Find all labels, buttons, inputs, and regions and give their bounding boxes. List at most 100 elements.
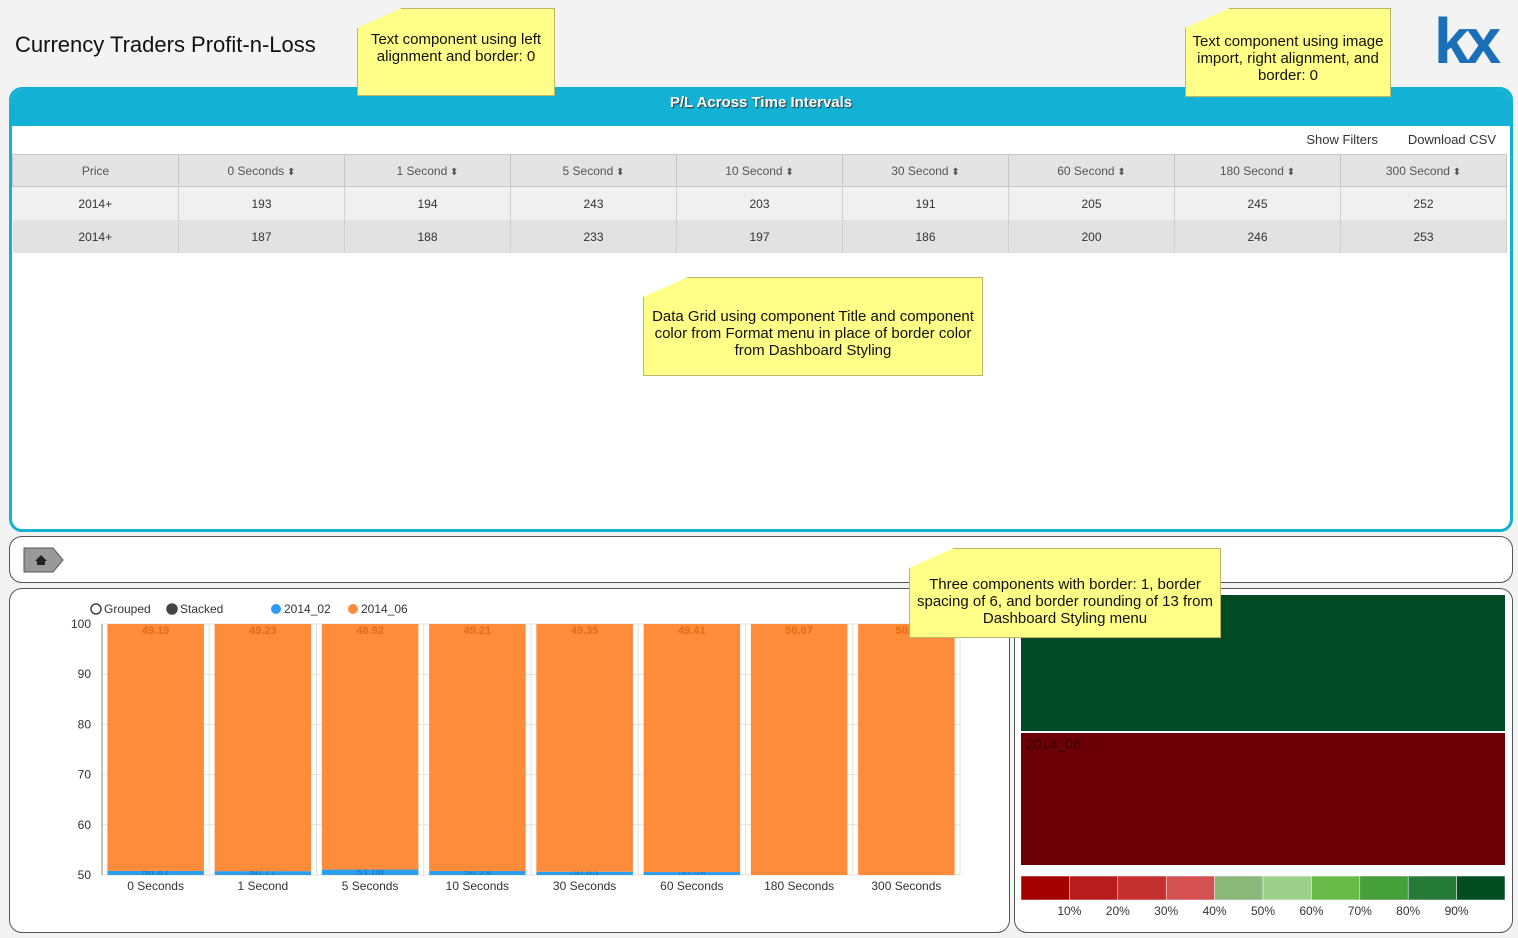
cell: 246 <box>1174 220 1341 253</box>
cell: 200 <box>1008 220 1175 253</box>
table-row: 2014+ 193 194 243 203 191 205 245 252 <box>12 186 1507 220</box>
cell: 2014+ <box>12 186 179 220</box>
scale-label: 40% <box>1203 904 1227 918</box>
cell: 203 <box>676 186 843 220</box>
x-tick-label: 1 Second <box>238 879 289 893</box>
scale-swatch <box>1117 875 1167 901</box>
bar-segment <box>536 871 633 875</box>
y-tick-label: 80 <box>78 717 92 731</box>
bar-segment <box>429 624 526 872</box>
cell: 233 <box>510 220 677 253</box>
treemap-label: 2014_06 <box>1026 736 1081 752</box>
mode-label: Stacked <box>180 602 223 616</box>
column-header: Price <box>12 154 179 187</box>
scale-label: 60% <box>1299 904 1323 918</box>
treemap-cell <box>1021 733 1505 865</box>
x-tick-label: 30 Seconds <box>553 879 616 893</box>
x-tick-label: 5 Seconds <box>342 879 399 893</box>
x-tick-label: 10 Seconds <box>446 879 509 893</box>
toolbar: Show Filters Download CSV <box>12 126 1510 154</box>
bar-segment <box>643 624 741 873</box>
bar-segment <box>750 624 848 875</box>
value-label: 48.92 <box>356 625 384 637</box>
cell: 243 <box>510 186 677 220</box>
cell: 188 <box>344 220 511 253</box>
note: Text component using left alignment and … <box>357 8 555 96</box>
home-button[interactable] <box>23 547 65 573</box>
note: Data Grid using component Title and comp… <box>643 277 983 376</box>
bar-segment <box>321 869 419 875</box>
y-tick-label: 100 <box>71 617 91 631</box>
cell: 205 <box>1008 186 1175 220</box>
scale-swatch <box>1456 875 1506 901</box>
mode-label: Grouped <box>104 602 151 616</box>
x-tick-label: 60 Seconds <box>660 879 723 893</box>
column-header: 180 Second <box>1174 154 1341 187</box>
mode-radio[interactable] <box>166 603 178 615</box>
y-tick-label: 50 <box>78 868 92 882</box>
cell: 186 <box>842 220 1009 253</box>
legend-label: 2014_06 <box>361 602 408 616</box>
toolbar-button[interactable]: Show Filters <box>1306 132 1378 147</box>
scale-label: 80% <box>1396 904 1420 918</box>
value-label: 50.81 <box>142 867 170 879</box>
value-label: 50.07 <box>785 625 813 637</box>
scale-swatch <box>1407 875 1457 901</box>
cell: 193 <box>178 186 345 220</box>
scale-swatch <box>1262 875 1312 901</box>
cell: 252 <box>1340 186 1507 220</box>
note: Three components with border: 1, border … <box>909 548 1221 638</box>
column-header: 30 Second <box>842 154 1009 187</box>
legend-label: 2014_02 <box>284 602 331 616</box>
logo: kx <box>1434 5 1501 77</box>
y-tick-label: 60 <box>78 818 92 832</box>
cell: 2014+ <box>12 220 179 253</box>
toolbar-button[interactable]: Download CSV <box>1407 132 1496 147</box>
cell: 245 <box>1174 186 1341 220</box>
bar-segment <box>536 624 633 872</box>
page-title: Currency Traders Profit-n-Loss <box>15 32 316 57</box>
value-label: 49.21 <box>464 625 492 637</box>
scale-swatch <box>1214 875 1264 901</box>
cell: 197 <box>676 220 843 253</box>
x-tick-label: 180 Seconds <box>764 879 834 893</box>
column-header: 60 Second <box>1008 154 1175 187</box>
bar-segment <box>107 624 204 871</box>
bar-segment <box>429 871 526 875</box>
scale-swatch <box>1020 875 1070 901</box>
scale-label: 90% <box>1445 904 1469 918</box>
scale-swatch <box>1069 875 1119 901</box>
cell: 194 <box>344 186 511 220</box>
scale-label: 10% <box>1057 904 1081 918</box>
column-header: 10 Second <box>676 154 843 187</box>
scale-swatch <box>1165 875 1215 901</box>
value-label: 51.08 <box>356 867 384 879</box>
column-header: 300 Second <box>1340 154 1507 187</box>
x-tick-label: 0 Seconds <box>127 879 184 893</box>
scale-swatch <box>1359 875 1409 901</box>
scale-label: 50% <box>1251 904 1275 918</box>
cell: 187 <box>178 220 345 253</box>
scale-label: 30% <box>1154 904 1178 918</box>
bar-segment <box>321 624 419 870</box>
bar-segment <box>643 872 741 875</box>
cell: 253 <box>1340 220 1507 253</box>
scale-label: 20% <box>1106 904 1130 918</box>
table-row: 2014+ 187 188 233 197 186 200 246 253 <box>12 220 1507 253</box>
value-label: 49.35 <box>571 625 599 637</box>
mode-radio[interactable] <box>90 603 102 615</box>
breadcrumb-bar <box>9 536 1513 583</box>
legend-swatch <box>348 604 358 614</box>
scale-label: 70% <box>1348 904 1372 918</box>
column-header: 1 Second <box>344 154 511 187</box>
value-label: 49.41 <box>678 625 706 637</box>
note: Text component using image import, right… <box>1185 8 1391 97</box>
cell: 191 <box>842 186 1009 220</box>
x-tick-label: 300 Seconds <box>871 879 941 893</box>
value-label: 49.19 <box>142 625 170 637</box>
y-tick-label: 70 <box>78 768 92 782</box>
